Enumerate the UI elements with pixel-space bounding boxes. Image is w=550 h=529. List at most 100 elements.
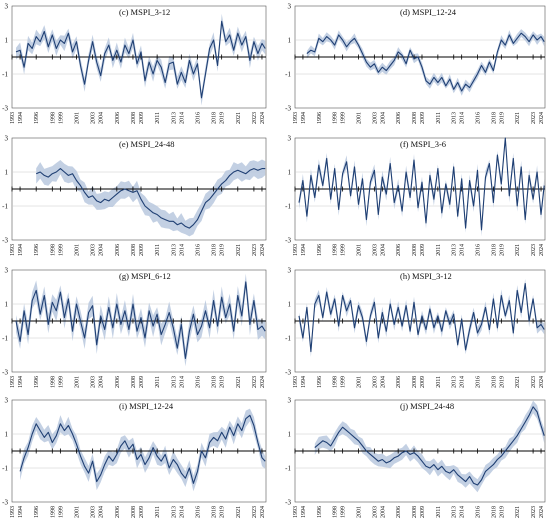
x-tick-label: 2001	[75, 112, 81, 124]
x-tick-label: 2013	[452, 376, 458, 388]
y-tick-label: 1	[5, 169, 9, 177]
x-tick-label: 1993	[293, 506, 299, 518]
x-tick-label: 2013	[171, 376, 177, 388]
x-tick-label: 2021	[236, 244, 242, 256]
x-tick-label: 2001	[357, 376, 363, 388]
x-tick-label: 2019	[499, 506, 505, 518]
x-tick-label: 1994	[18, 112, 24, 124]
x-tick-label: 2009	[420, 376, 426, 388]
x-tick-label: 2024	[260, 506, 266, 518]
x-tick-label: 2008	[131, 244, 137, 256]
x-tick-label: 2014	[179, 506, 185, 518]
x-tick-label: 2014	[460, 244, 466, 256]
x-tick-label: 1999	[341, 506, 347, 518]
y-tick-label: -3	[2, 237, 8, 245]
x-tick-label: 2019	[499, 112, 505, 124]
x-tick-label: 2024	[539, 112, 545, 124]
x-tick-label: 2009	[139, 244, 145, 256]
x-tick-label: 1999	[341, 112, 347, 124]
x-tick-label: 1999	[58, 244, 64, 256]
x-tick-label: 2016	[196, 376, 202, 388]
x-tick-label: 2021	[515, 506, 521, 518]
x-tick-label: 2018	[491, 376, 497, 388]
x-tick-label: 1996	[317, 506, 323, 518]
x-tick-label: 2024	[539, 376, 545, 388]
y-tick-label: -1	[285, 465, 291, 473]
y-tick-label: 3	[5, 267, 9, 275]
y-tick-label: 1	[288, 37, 292, 45]
x-tick-label: 1993	[293, 376, 299, 388]
x-tick-label: 2023	[531, 112, 537, 124]
x-tick-label: 1994	[301, 506, 307, 518]
x-tick-label: 2008	[131, 112, 137, 124]
x-tick-label: 1999	[58, 506, 64, 518]
x-tick-label: 2003	[372, 376, 378, 388]
x-tick-label: 2016	[196, 112, 202, 124]
x-tick-label: 2018	[212, 506, 218, 518]
x-tick-label: 1999	[341, 376, 347, 388]
x-tick-label: 2023	[531, 376, 537, 388]
series-line	[15, 20, 266, 99]
uncertainty-band	[36, 159, 266, 237]
y-tick-label: 3	[288, 267, 292, 275]
x-tick-label: 2021	[515, 244, 521, 256]
x-tick-label: 2006	[396, 376, 402, 388]
x-tick-label: 1993	[293, 244, 299, 256]
x-tick-label: 2004	[99, 506, 105, 518]
x-tick-label: 2016	[476, 376, 482, 388]
x-tick-label: 2004	[99, 112, 105, 124]
x-tick-label: 1998	[333, 112, 339, 124]
chart-panel-3: 3 1 -1 -3 (f) MSPI_3-6 1993 1994 1996 1998 1999 20…	[285, 135, 546, 256]
x-tick-label: 2001	[75, 376, 81, 388]
x-tick-label: 2018	[212, 112, 218, 124]
x-tick-label: 2013	[452, 112, 458, 124]
x-tick-label: 2004	[99, 244, 105, 256]
y-tick-label: 3	[288, 397, 292, 405]
chart-panel-4: 3 1 -1 -3 (g) MSPI_6-12 1993 1994 1996 1998 1999 2…	[2, 267, 267, 388]
x-tick-label: 1998	[50, 506, 56, 518]
x-tick-label: 2004	[380, 112, 386, 124]
panel-title: (c) MSPI_3-12	[119, 7, 170, 17]
x-tick-label: 2003	[91, 244, 97, 256]
y-tick-label: -3	[285, 105, 291, 113]
x-tick-label: 1999	[58, 376, 64, 388]
x-tick-label: 2003	[91, 376, 97, 388]
x-tick-label: 2008	[412, 112, 418, 124]
series-line	[298, 283, 545, 353]
x-tick-label: 1994	[18, 376, 24, 388]
x-tick-label: 2003	[372, 506, 378, 518]
y-tick-label: -1	[285, 203, 291, 211]
x-tick-label: 2006	[396, 112, 402, 124]
y-tick-label: -1	[2, 71, 8, 79]
uncertainty-band	[16, 13, 266, 106]
x-tick-label: 2024	[539, 506, 545, 518]
x-tick-label: 2021	[515, 376, 521, 388]
x-tick-label: 2024	[260, 244, 266, 256]
series-line	[35, 168, 266, 229]
x-tick-label: 2004	[380, 376, 386, 388]
x-tick-label: 2018	[491, 506, 497, 518]
x-tick-label: 2018	[212, 376, 218, 388]
x-tick-label: 2001	[357, 112, 363, 124]
panel-title: (h) MSPI_3-12	[400, 271, 452, 281]
x-tick-label: 2023	[252, 506, 258, 518]
x-tick-label: 1996	[34, 112, 40, 124]
y-tick-label: 3	[5, 397, 9, 405]
x-tick-label: 2021	[515, 112, 521, 124]
x-tick-label: 1994	[301, 376, 307, 388]
y-tick-label: -3	[285, 237, 291, 245]
x-tick-label: 2014	[179, 112, 185, 124]
x-tick-label: 1998	[50, 112, 56, 124]
x-tick-label: 2011	[436, 506, 442, 518]
x-tick-label: 1993	[10, 112, 16, 124]
x-tick-label: 2024	[260, 112, 266, 124]
x-tick-label: 2006	[396, 506, 402, 518]
x-tick-label: 2024	[539, 244, 545, 256]
y-tick-label: -1	[285, 335, 291, 343]
x-tick-label: 1994	[301, 244, 307, 256]
x-tick-label: 2018	[491, 112, 497, 124]
series-line	[15, 281, 266, 359]
y-tick-label: 1	[288, 431, 292, 439]
y-tick-label: 3	[5, 135, 9, 143]
x-tick-label: 1993	[10, 376, 16, 388]
